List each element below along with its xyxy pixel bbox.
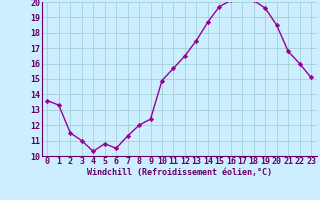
X-axis label: Windchill (Refroidissement éolien,°C): Windchill (Refroidissement éolien,°C) — [87, 168, 272, 177]
